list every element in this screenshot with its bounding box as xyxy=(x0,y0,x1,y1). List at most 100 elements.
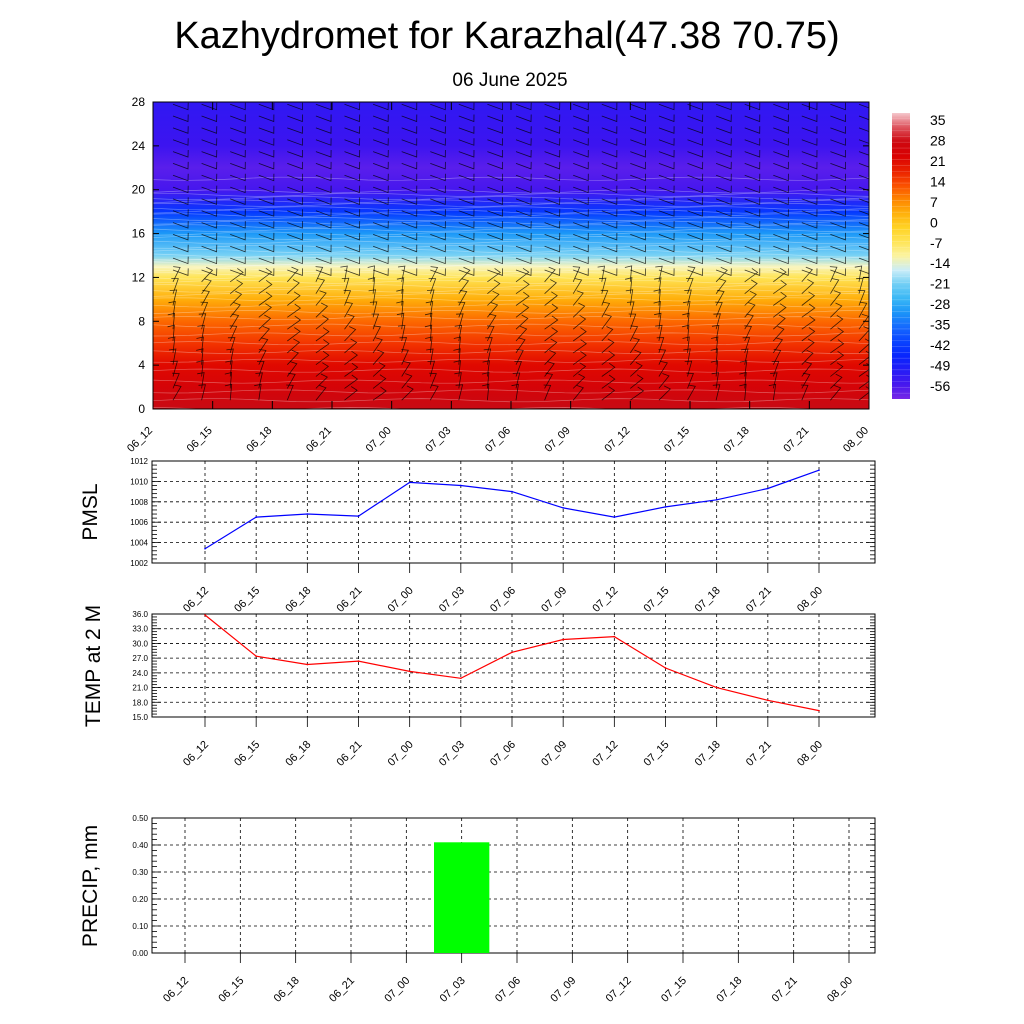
wind-barb xyxy=(487,256,503,265)
wind-barb xyxy=(201,232,218,241)
wind-barb xyxy=(458,126,475,134)
wind-barb xyxy=(744,290,757,306)
cross-section-ytick-label: 4 xyxy=(138,358,145,372)
pmsl-xtick-label: 07_18 xyxy=(693,585,723,615)
wind-barb xyxy=(230,138,246,146)
wind-barb xyxy=(427,360,436,377)
wind-barb xyxy=(458,185,475,194)
wind-barb xyxy=(801,149,818,158)
isotherm-line xyxy=(153,275,869,280)
wind-barb xyxy=(601,256,618,265)
wind-barb xyxy=(487,232,503,241)
wind-barb xyxy=(229,302,241,318)
wind-barb xyxy=(372,102,389,111)
wind-barb xyxy=(773,303,787,318)
wind-barb xyxy=(573,161,589,170)
wind-barb xyxy=(858,139,869,144)
wind-barb xyxy=(372,325,382,342)
wind-barb xyxy=(287,173,303,182)
wind-barb xyxy=(453,336,462,353)
precip-xtick-label: 06_21 xyxy=(327,975,357,1005)
wind-barb xyxy=(287,221,303,229)
temp2m-xtick-label: 07_15 xyxy=(642,739,672,769)
wind-barb xyxy=(544,102,561,111)
wind-barb xyxy=(344,126,361,134)
wind-barb xyxy=(258,268,275,276)
wind-barb xyxy=(258,149,275,158)
wind-barb xyxy=(830,221,846,229)
wind-barb xyxy=(773,114,789,123)
wind-barb xyxy=(201,161,218,170)
wind-barb xyxy=(225,360,233,377)
wind-barb xyxy=(430,161,446,170)
wind-barb xyxy=(258,232,275,241)
wind-barb xyxy=(172,256,189,265)
temp2m-xtick-label: 07_03 xyxy=(437,739,467,769)
wind-barb xyxy=(286,372,296,389)
wind-barb xyxy=(630,221,646,229)
wind-barb xyxy=(172,221,189,229)
wind-barb xyxy=(573,256,589,265)
wind-barb xyxy=(715,126,732,134)
pmsl-ytick-label: 1012 xyxy=(130,457,148,466)
wind-barbs xyxy=(153,102,869,409)
wind-barb xyxy=(858,151,869,156)
cross-section-xtick-label: 08_00 xyxy=(841,425,871,455)
pmsl-ytick-label: 1010 xyxy=(130,477,148,486)
wind-barb xyxy=(172,161,189,170)
wind-barb xyxy=(687,126,704,134)
wind-barb xyxy=(287,185,303,194)
wind-barb xyxy=(401,149,418,158)
wind-barb xyxy=(683,348,691,365)
pmsl-ytick-label: 1008 xyxy=(130,498,148,507)
wind-barb xyxy=(601,386,616,401)
wind-barb xyxy=(715,149,732,158)
temp2m-point xyxy=(460,677,462,680)
wind-barb xyxy=(773,244,789,253)
wind-barb xyxy=(197,372,205,389)
wind-barb xyxy=(287,244,303,253)
wind-barb xyxy=(658,232,675,241)
wind-barb xyxy=(687,173,704,182)
wind-barb xyxy=(229,279,244,295)
wind-barb xyxy=(858,269,869,275)
wind-barb xyxy=(514,361,522,377)
wind-barb xyxy=(687,114,704,123)
wind-barb xyxy=(830,161,846,170)
temp2m-ytick-label: 15.0 xyxy=(132,713,148,722)
wind-barb xyxy=(801,327,816,342)
colorbar-label: 7 xyxy=(930,194,938,210)
wind-barb xyxy=(801,126,818,134)
wind-barb xyxy=(401,209,418,217)
wind-barb xyxy=(601,268,618,276)
isotherm-line xyxy=(153,264,869,269)
wind-barb xyxy=(572,373,586,389)
wind-barb xyxy=(830,290,842,306)
wind-barb xyxy=(344,256,361,265)
wind-barb xyxy=(230,197,246,205)
wind-barb xyxy=(430,244,446,253)
temp2m-point xyxy=(204,614,206,616)
wind-barb xyxy=(830,268,846,276)
wind-barb xyxy=(458,138,475,146)
wind-barb xyxy=(830,114,846,123)
wind-barb xyxy=(744,126,761,134)
precip-xtick-label: 07_18 xyxy=(714,975,744,1005)
wind-barb xyxy=(629,325,639,342)
wind-barb xyxy=(544,268,561,276)
wind-barb xyxy=(258,173,275,182)
precip-panel: 0.00 0.10 0.20 0.30 0.40 0.50 06_12 06_15 06_18 0… xyxy=(132,814,876,1005)
precip-xtick-label: 07_03 xyxy=(438,975,468,1005)
wind-barb xyxy=(710,360,719,377)
wind-barb xyxy=(401,349,409,365)
pmsl-xtick-label: 06_18 xyxy=(283,585,313,615)
wind-barb xyxy=(482,371,490,389)
wind-barb xyxy=(630,149,646,158)
wind-barb xyxy=(601,126,618,134)
wind-barb xyxy=(401,256,418,265)
isotherm-line xyxy=(153,368,869,373)
wind-barb xyxy=(544,338,558,354)
wind-barb xyxy=(544,209,561,217)
wind-barb xyxy=(258,138,275,146)
wind-barb xyxy=(344,374,359,389)
